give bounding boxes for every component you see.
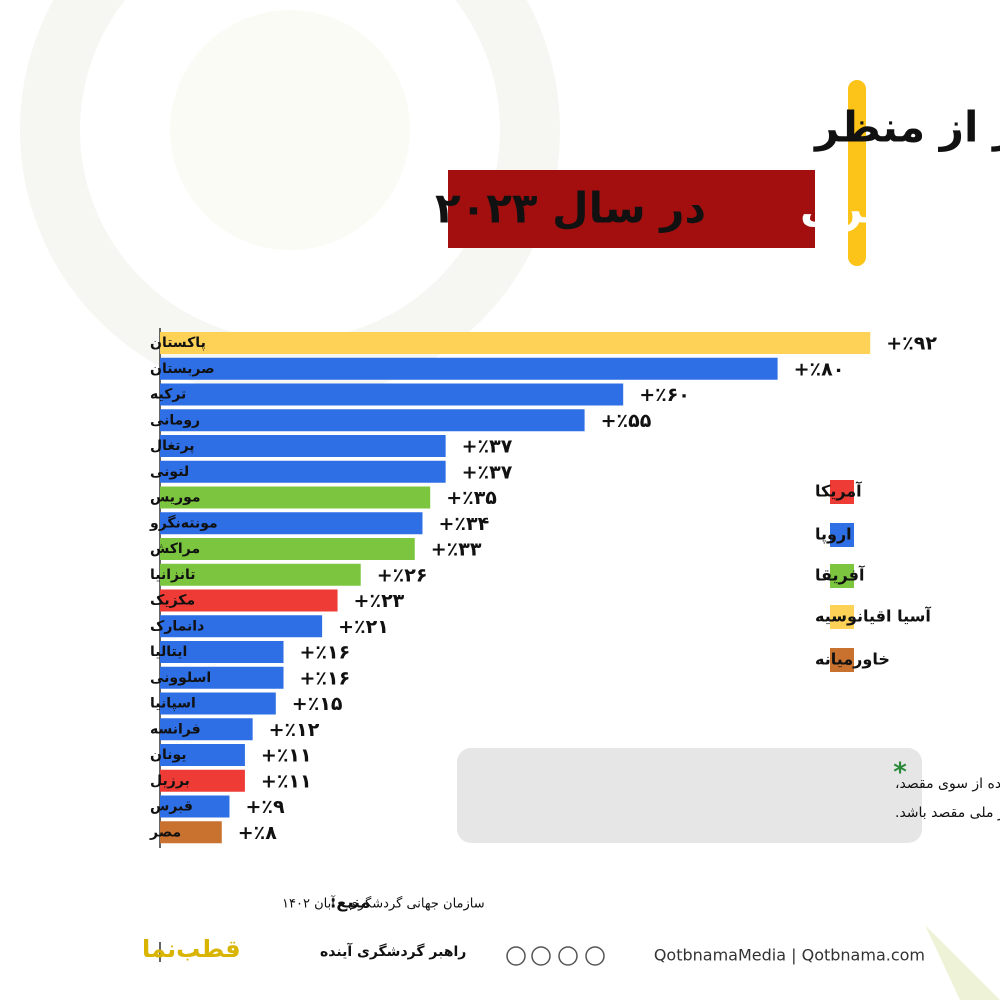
social-icon	[585, 946, 605, 966]
bar	[160, 718, 253, 741]
value-label: +٪۱۶	[300, 667, 351, 689]
legend-swatch	[830, 564, 854, 588]
note-line: بسته به گزارش‌های ارائه شده از سوی مقصد،	[895, 775, 1000, 792]
category-label: برزیل	[150, 773, 190, 789]
legend-label: آفریقا	[815, 565, 865, 585]
value-label: +٪۱۶	[300, 642, 351, 664]
bar	[160, 435, 446, 457]
bar	[160, 512, 423, 535]
category-label: مراکش	[150, 541, 200, 557]
bar	[160, 795, 230, 818]
brand-logo: قطب‌نما	[142, 935, 241, 963]
title-highlight-box	[448, 170, 815, 248]
note-line: این تغییرات ممکن است بر اساس ارز ملی مقص…	[895, 805, 1000, 821]
note-mark: *	[893, 758, 907, 788]
legend-label: آسیا اقیانوسیه	[815, 606, 931, 626]
value-label: +٪۲۱	[338, 616, 389, 638]
legend-label: خاورمیانه	[815, 650, 890, 669]
category-label: مصر	[149, 824, 181, 840]
category-label: ترکیه	[150, 387, 186, 403]
legend-swatch	[830, 480, 854, 504]
social-icons	[506, 946, 605, 966]
category-label: اسپانیا	[150, 696, 196, 712]
category-label: مکزیک	[150, 593, 195, 609]
note-box	[457, 748, 922, 843]
value-label: +٪۱۱	[261, 745, 312, 767]
value-label: +٪۱۱	[261, 770, 312, 792]
bar	[160, 615, 323, 638]
category-label: یونان	[150, 747, 187, 763]
legend-swatch	[830, 605, 854, 629]
title-line1: بهترین مقاصد سفر از منظر	[813, 103, 1000, 153]
category-label: ایتالیا	[150, 644, 187, 660]
social-icon	[531, 946, 551, 966]
bar	[160, 409, 585, 432]
source-label: منبع:	[330, 893, 370, 912]
value-label: +٪۹	[245, 796, 285, 818]
value-label: +٪۱۵	[292, 693, 343, 715]
title-accent	[848, 80, 866, 266]
legend-label: اروپا	[815, 525, 852, 545]
legend-swatch	[830, 648, 854, 672]
tagline: راهبر گردشگری آینده	[320, 942, 466, 960]
footer-links: QotbnamaMedia | Qotbnama.com	[654, 946, 925, 965]
value-label: +٪۳۷	[462, 461, 513, 483]
bar	[160, 460, 446, 483]
bar	[160, 821, 222, 844]
value-label: +٪۶۰	[639, 384, 690, 406]
category-label: قبرس	[150, 799, 193, 815]
category-label: اسلوونی	[150, 670, 211, 686]
category-label: فرانسه	[150, 721, 201, 737]
title-highlight: درآمد گردشگری	[800, 183, 1000, 234]
bar	[160, 332, 871, 354]
bar	[160, 769, 245, 792]
category-label: پرتغال	[150, 438, 195, 454]
bar	[160, 666, 284, 689]
legend-label: آمریکا	[815, 481, 862, 501]
value-label: +٪۵۵	[601, 410, 652, 432]
category-label: تانزانیا	[150, 567, 196, 583]
legend-swatch	[830, 523, 854, 547]
value-label: +٪۲۶	[377, 564, 428, 586]
bar	[160, 692, 276, 715]
value-label: +٪۲۳	[354, 590, 405, 612]
category-label: دانمارک	[150, 618, 204, 634]
bar	[160, 538, 415, 560]
category-label: موریس	[150, 490, 201, 506]
value-label: +٪۳۷	[462, 436, 513, 458]
value-label: +٪۳۳	[431, 539, 482, 561]
value-label: +٪۹۲	[886, 333, 937, 355]
title-rest: در سال ۲۰۲۳	[435, 184, 706, 233]
bar	[160, 563, 361, 586]
bar	[160, 383, 624, 406]
bar	[160, 486, 431, 509]
category-label: صربستان	[150, 361, 215, 377]
social-icon	[558, 946, 578, 966]
value-label: +٪۳۴	[438, 513, 489, 535]
bar	[160, 589, 338, 612]
value-label: +٪۸	[238, 822, 278, 844]
social-icon	[506, 946, 526, 966]
category-label: رومانی	[150, 412, 200, 428]
value-label: +٪۸۰	[794, 358, 845, 380]
decor-corner	[925, 925, 1000, 1000]
bar	[160, 744, 245, 766]
value-label: +٪۳۵	[446, 487, 497, 509]
category-label: پاکستان	[150, 335, 206, 351]
category-label: لتونی	[150, 464, 189, 480]
decor-circle	[170, 10, 410, 250]
bar	[160, 641, 284, 663]
category-label: مونته‌نگرو	[149, 514, 218, 531]
bar	[160, 357, 778, 380]
value-label: +٪۱۲	[269, 719, 320, 741]
source-text: سازمان جهانی گردشگری - آبان ۱۴۰۲	[282, 895, 485, 912]
